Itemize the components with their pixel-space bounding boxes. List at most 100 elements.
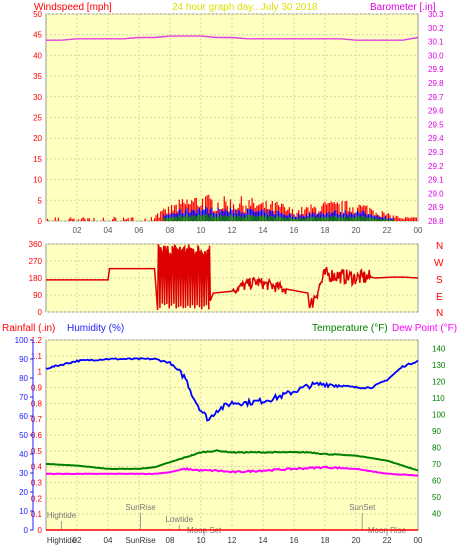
windspeed-axis-label: Windspeed [mph] <box>34 2 112 13</box>
chart-title: 24 hour graph day.. July 30 2018 <box>172 2 318 13</box>
barometer-tick: 29.3 <box>428 148 444 157</box>
compass-e: E <box>436 292 443 303</box>
bottom-x-tick: Hightide <box>47 536 77 545</box>
temperature-tick: 70 <box>432 460 441 469</box>
compass-labels: N W S E N <box>434 241 444 319</box>
bottom-x-tick: 16 <box>290 536 299 545</box>
dew-point-line <box>45 465 419 477</box>
wind-x-tick: 10 <box>197 226 206 235</box>
barometer-tick: 29.2 <box>428 162 444 171</box>
wind-x-tick: 20 <box>352 226 361 235</box>
bottom-x-tick: 00 <box>414 536 423 545</box>
direction-tick: 360 <box>29 240 43 249</box>
rainfall-ticks: 0 0.1 0.2 0.3 0.4 0.5 0.6 0.7 0.8 0.9 1 1.1 1.2 <box>31 336 43 535</box>
direction-tick: 90 <box>33 291 42 300</box>
humidity-line <box>45 357 419 422</box>
temperature-tick: 120 <box>432 377 446 386</box>
bottom-x-tick: SunRise <box>125 536 156 545</box>
wind-barometer-grid <box>46 13 418 222</box>
windspeed-tick: 35 <box>33 72 42 81</box>
temperature-tick: 130 <box>432 361 446 370</box>
rainfall-tick: 0.7 <box>31 415 43 424</box>
rainfall-tick: 0.2 <box>31 494 43 503</box>
barometer-tick: 30.2 <box>428 24 444 33</box>
humidity-axis-label: Humidity (%) <box>67 323 124 334</box>
barometer-tick: 28.9 <box>428 203 444 212</box>
windspeed-tick: 20 <box>33 134 42 143</box>
bottom-x-tick: 02 <box>73 536 82 545</box>
compass-n-bottom: N <box>436 308 443 319</box>
humidity-tick: 10 <box>19 507 28 516</box>
humidity-tick: 60 <box>19 412 28 421</box>
direction-tick: 270 <box>29 257 43 266</box>
temperature-tick: 40 <box>432 509 441 518</box>
bottom-x-tick: 04 <box>104 536 113 545</box>
temperature-tick: 110 <box>432 394 445 403</box>
bottom-x-tick: 20 <box>352 536 361 545</box>
barometer-tick: 28.8 <box>428 217 444 226</box>
wind-x-tick: 02 <box>73 226 82 235</box>
wind-speed-bars <box>46 194 418 221</box>
event-label: Hightide <box>47 511 77 520</box>
barometer-tick: 30.0 <box>428 51 444 60</box>
temperature-tick: 100 <box>432 410 446 419</box>
humidity-tick: 70 <box>19 393 28 402</box>
barometer-tick: 29.4 <box>428 134 444 143</box>
temperature-tick: 50 <box>432 493 441 502</box>
wind-x-ticks: 02 04 06 08 10 12 14 16 18 20 22 00 <box>73 226 423 235</box>
wind-x-tick: 22 <box>383 226 392 235</box>
compass-w: W <box>434 258 444 269</box>
windspeed-tick: 40 <box>33 51 42 60</box>
barometer-ticks: 28.8 28.9 29.0 29.1 29.2 29.3 29.4 29.5 29.6 29.7… <box>428 10 444 226</box>
humidity-tick: 80 <box>19 374 28 383</box>
rainfall-tick: 0.6 <box>31 431 43 440</box>
dew-point-axis-label: Dew Point (°F) <box>392 323 457 334</box>
wind-x-tick: 18 <box>321 226 330 235</box>
barometer-tick: 29.9 <box>428 65 444 74</box>
temperature-tick: 80 <box>432 443 441 452</box>
bottom-x-tick: 12 <box>228 536 237 545</box>
barometer-tick: 29.6 <box>428 107 444 116</box>
rainfall-tick: 0.1 <box>31 510 43 519</box>
wind-x-tick: 08 <box>166 226 175 235</box>
compass-n-top: N <box>436 241 443 252</box>
temperature-line <box>45 449 419 472</box>
compass-s: S <box>436 275 443 286</box>
rainfall-tick: 1.1 <box>31 352 43 361</box>
wind-x-tick: 04 <box>104 226 113 235</box>
rainfall-tick: 0.3 <box>31 479 43 488</box>
windspeed-tick: 45 <box>33 31 42 40</box>
windspeed-tick: 10 <box>33 176 42 185</box>
bottom-x-tick: 22 <box>383 536 392 545</box>
humidity-tick: 90 <box>19 355 28 364</box>
barometer-axis-label: Barometer [.in] <box>370 2 436 13</box>
barometer-tick: 29.0 <box>428 189 444 198</box>
windspeed-tick: 5 <box>38 196 43 205</box>
wind-x-tick: 00 <box>414 226 423 235</box>
windspeed-tick: 0 <box>38 217 43 226</box>
rainfall-tick: 1 <box>38 368 43 377</box>
humidity-ticks: 0 10 20 30 40 50 60 70 80 90 100 <box>15 336 33 535</box>
event-label: Lowtide <box>166 515 194 524</box>
bottom-x-tick: 10 <box>197 536 206 545</box>
rainfall-tick: 0.8 <box>31 399 43 408</box>
humidity-tick: 0 <box>24 526 29 535</box>
direction-tick: 180 <box>29 274 43 283</box>
humidity-tick: 100 <box>15 336 29 345</box>
wind-x-tick: 12 <box>228 226 237 235</box>
barometer-tick: 30.1 <box>428 38 444 47</box>
temperature-axis-label: Temperature (°F) <box>312 323 388 334</box>
temperature-ticks: 40 50 60 70 80 90 100 110 120 130 140 <box>432 344 446 518</box>
wind-x-tick: 16 <box>290 226 299 235</box>
rainfall-tick: 0 <box>38 526 43 535</box>
humidity-tick: 50 <box>19 431 28 440</box>
rainfall-tick: 0.5 <box>31 447 43 456</box>
wind-x-tick: 06 <box>135 226 144 235</box>
wind-x-tick: 14 <box>259 226 268 235</box>
temperature-tick: 90 <box>432 427 441 436</box>
humidity-tick: 40 <box>19 450 28 459</box>
bottom-x-tick: 18 <box>321 536 330 545</box>
rainfall-tick: 1.2 <box>31 336 43 345</box>
